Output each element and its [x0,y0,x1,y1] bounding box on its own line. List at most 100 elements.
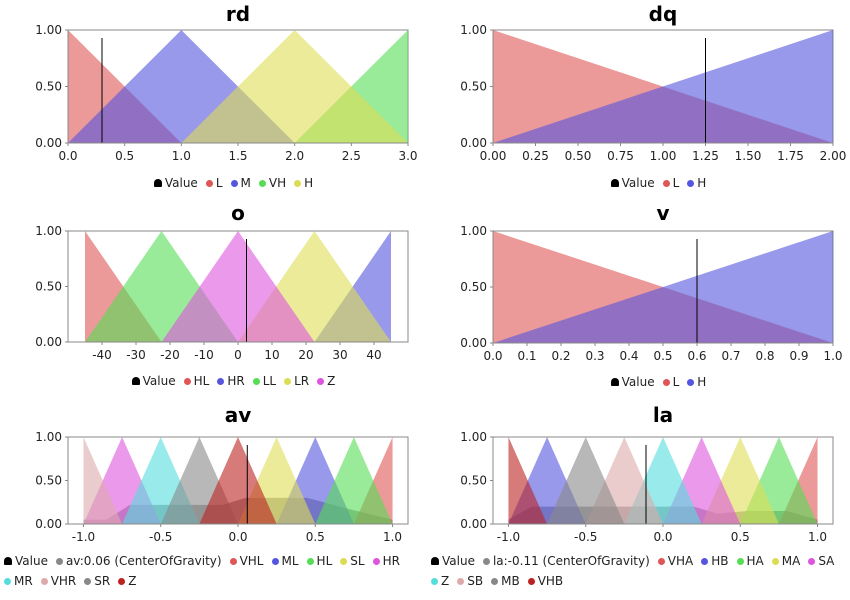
legend-swatch [317,378,325,385]
legend-item: MA [771,554,800,568]
y-tick-label: 0.50 [460,280,487,294]
legend-swatch [229,558,237,565]
legend-swatch [657,558,665,565]
y-tick-label: 0.50 [460,474,487,488]
legend-label: H [697,176,707,190]
legend-label: SL [350,554,365,568]
x-tick-label: 0.0 [58,149,77,163]
chart-title: v [656,201,670,225]
legend-label: VHL [239,554,264,568]
legend-swatch [736,558,744,565]
x-tick-label: 0.0 [483,349,502,363]
chart-title: av [224,403,252,427]
membership-area-vhr [83,437,123,524]
x-tick-label: 0.3 [585,349,604,363]
legend-item: HL [306,554,332,568]
x-tick-label: 20 [298,348,313,362]
legend-item: H [687,375,706,389]
x-tick-label: 0.00 [480,149,507,163]
legend-item: HA [736,554,764,568]
legend-item: LR [284,374,309,388]
legend-item: la:-0.11 (CenterOfGravity) [482,554,650,568]
x-tick-label: 0.5 [731,530,750,544]
legend-item: H [687,176,706,190]
legend-item: Value [131,374,176,388]
y-tick-label: 1.00 [35,224,62,238]
membership-area-h [181,30,408,143]
legend-swatch [431,578,438,585]
legend-item: HL [183,374,209,388]
x-tick-label: -0.5 [149,530,172,544]
y-tick-label: 0.00 [460,336,487,350]
legend-label: Z [441,574,450,588]
legend-swatch [230,180,238,187]
legend-swatch [40,578,48,585]
x-tick-label: 0.0 [228,530,247,544]
legend-swatch [84,578,92,585]
x-tick-label: 2.00 [820,149,847,163]
chart-plot: 0.0 0.1 0.2 0.3 0.4 0.5 0.6 0.7 0.8 0.9 1.0 0.00 0.5… [460,224,842,363]
chart-panel-rd: rd 0.0 0.5 1.0 1.5 2.0 2.5 3.0 0.00 0.50 1.00 Value… [0,0,425,200]
legend-swatch [252,378,260,385]
legend-swatch [284,378,292,385]
legend-label: L [215,176,223,190]
y-tick-label: 0.50 [460,80,487,94]
legend-item: SB [457,574,483,588]
legend-item: Z [317,374,335,388]
x-tick-label: 0.2 [551,349,570,363]
y-tick-label: 1.00 [35,23,62,37]
chart-title: rd [225,2,251,26]
membership-area-h [493,30,833,143]
legend-swatch [372,558,380,565]
x-tick-label: -20 [160,348,180,362]
y-tick-label: 0.00 [35,335,62,349]
legend-label: SA [818,554,835,568]
y-tick-label: 0.00 [35,517,62,531]
legend-label: SB [467,574,484,588]
chart-plot: 0.0 0.5 1.0 1.5 2.0 2.5 3.0 0.00 0.50 1.00 [35,23,417,163]
x-tick-label: -1.0 [72,530,95,544]
legend-label: SR [94,574,111,588]
x-tick-label: 0.1 [517,349,536,363]
x-tick-label: 0.25 [522,149,549,163]
legend-swatch [258,180,266,187]
legend-item: Value [4,554,48,568]
x-tick-label: 0.9 [789,349,808,363]
legend-label: MB [501,574,520,588]
y-tick-label: 0.50 [35,474,62,488]
y-tick-label: 0.50 [35,280,62,294]
legend-label: av:0.06 (CenterOfGravity) [65,554,222,568]
chart-panel-la: la -1.0 -0.5 0.0 0.5 1.0 0.00 0.50 1.00 Value la:-… [425,400,850,600]
chart-panel-av: av -1.0 -0.5 0.0 0.5 1.0 0.00 0.50 1.00 Value av:0… [0,400,425,600]
legend-item: VH [258,176,286,190]
legend-swatch [701,558,709,565]
legend-label: Value [142,374,176,388]
value-marker-icon [610,378,619,386]
legend-item: VHR [40,574,76,588]
legend-swatch [482,558,490,565]
legend-swatch [687,379,695,386]
legend-swatch [771,558,779,565]
membership-area-z [161,231,315,342]
legend-swatch [491,578,499,585]
legend-label: LL [262,374,277,388]
legend-item: MR [4,574,33,588]
x-tick-label: -0.5 [574,530,597,544]
chart-title: o [231,201,245,225]
x-tick-label: 2.5 [342,149,361,163]
legend-label: M [240,176,251,190]
x-tick-label: 0.5 [306,530,325,544]
y-tick-label: 0.00 [460,136,487,150]
legend-label: Value [164,176,198,190]
value-marker-icon [153,179,162,187]
legend-label: Z [327,374,336,388]
legend-label: HB [711,554,729,568]
legend-label: Value [442,554,475,568]
legend-label: la:-0.11 (CenterOfGravity) [492,554,650,568]
chart-panel-o: o -40 -30 -20 -10 0 10 20 30 40 0.00 0.50 1.00 Value H… [0,200,425,400]
legend-item: HR [372,554,400,568]
x-tick-label: -30 [126,348,146,362]
chart-plot: -40 -30 -20 -10 0 10 20 30 40 0.00 0.50 1.00 [35,224,409,362]
legend-label: Value [621,176,655,190]
x-tick-label: 0.7 [721,349,740,363]
